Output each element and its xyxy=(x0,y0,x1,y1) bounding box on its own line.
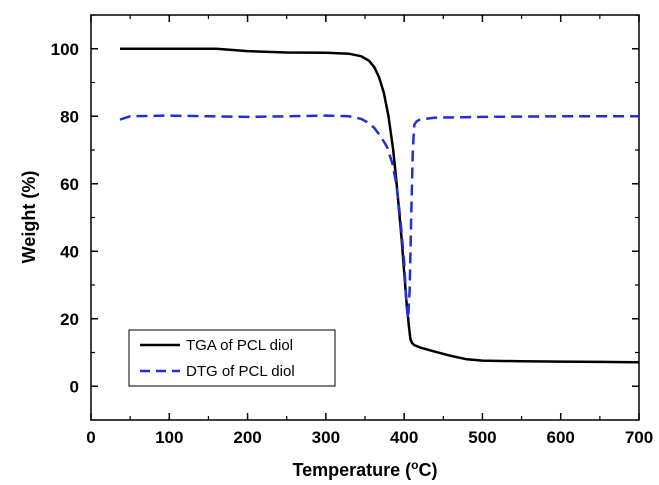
x-tick-label: 400 xyxy=(390,428,418,447)
series-line-dtg xyxy=(119,114,639,321)
series-lines xyxy=(119,47,640,364)
legend-label-dtg: DTG of PCL diol xyxy=(186,363,295,380)
x-axis-title: Temperature (oC) xyxy=(292,458,437,480)
legend-label-tga: TGA of PCL diol xyxy=(186,337,293,354)
x-tick-label: 100 xyxy=(155,428,183,447)
y-tick-label: 40 xyxy=(60,242,79,261)
y-tick-label: 0 xyxy=(70,377,79,396)
x-tick-label: 300 xyxy=(312,428,340,447)
y-tick-label: 100 xyxy=(51,40,79,59)
tick-labels: 0 100 200 300 400 500 600 700 0 20 40 60 80 100 xyxy=(51,40,654,447)
y-tick-label: 20 xyxy=(60,310,79,329)
x-tick-label: 200 xyxy=(233,428,261,447)
x-tick-label: 700 xyxy=(625,428,653,447)
legend-box xyxy=(128,329,336,387)
y-tick-label: 80 xyxy=(60,107,79,126)
y-tick-label: 60 xyxy=(60,175,79,194)
x-tick-label: 600 xyxy=(547,428,575,447)
x-tick-label: 0 xyxy=(86,428,95,447)
x-tick-label: 500 xyxy=(468,428,496,447)
axis-ticks xyxy=(90,14,640,421)
legend: TGA of PCL diol DTG of PCL diol xyxy=(128,329,336,387)
y-axis-title: Weight (%) xyxy=(19,171,39,264)
